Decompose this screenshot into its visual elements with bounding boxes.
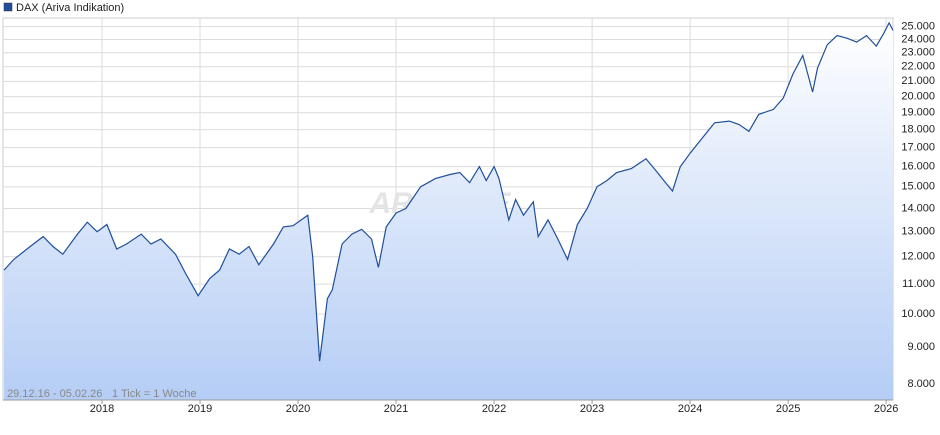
x-tick-label: 2020 [286,403,310,415]
legend-swatch [3,2,13,12]
legend-label: DAX (Ariva Indikation) [16,2,124,14]
y-tick-label: 9.000 [907,341,935,353]
x-tick-label: 2024 [678,403,702,415]
y-tick-label: 19.000 [901,107,935,119]
date-range: 29.12.16 - 05.02.26 [7,388,102,400]
x-tick-label: 2018 [90,403,114,415]
y-tick-label: 16.000 [901,160,935,172]
x-tick-label: 2019 [188,403,212,415]
y-tick-label: 17.000 [901,141,935,153]
x-tick-label: 2025 [776,403,800,415]
y-tick-label: 24.000 [901,33,935,45]
y-tick-label: 12.000 [901,251,935,263]
y-tick-label: 22.000 [901,61,935,73]
x-tick-label: 2022 [482,403,506,415]
y-tick-label: 11.000 [902,278,935,290]
y-tick-label: 13.000 [901,226,935,238]
area [3,22,894,401]
y-tick-label: 10.000 [901,308,935,320]
y-tick-label: 20.000 [901,91,935,103]
y-tick-label: 18.000 [901,124,935,136]
x-tick-label: 2021 [384,403,408,415]
y-tick-label: 8.000 [907,378,935,390]
line [3,21,894,362]
y-tick-label: 15.000 [901,181,935,193]
x-tick-label: 2026 [874,403,898,415]
y-tick-label: 21.000 [901,75,935,87]
y-tick-label: 14.000 [901,202,935,214]
y-tick-label: 25.000 [901,21,935,33]
y-tick-label: 23.000 [901,47,935,59]
x-tick-label: 2023 [580,403,604,415]
tick-note: 1 Tick = 1 Woche [112,388,196,400]
